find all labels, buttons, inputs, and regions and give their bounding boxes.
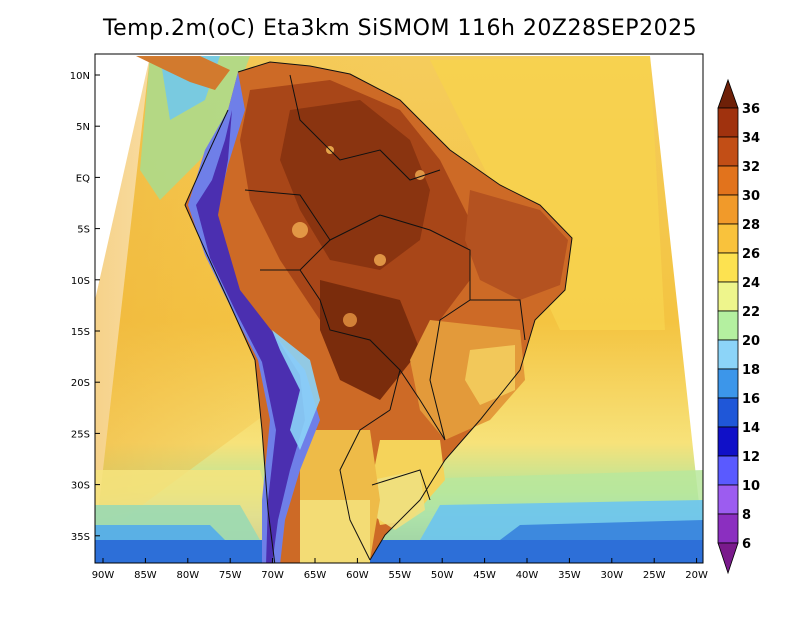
colorbar-min-triangle bbox=[717, 542, 739, 575]
colorbar-label: 36 bbox=[742, 102, 760, 117]
lon-label: 40W bbox=[516, 570, 539, 581]
lon-axis: 90W 85W 80W 75W 70W 65W 60W 55W 50W 45W 40W 35W 30W 2… bbox=[92, 558, 708, 581]
map-field bbox=[95, 56, 703, 563]
lon-label: 30W bbox=[600, 570, 623, 581]
lon-label: 85W bbox=[134, 570, 157, 581]
lat-label: 30S bbox=[71, 481, 90, 492]
map-frame bbox=[94, 53, 704, 564]
colorbar-label: 34 bbox=[742, 131, 760, 146]
colorbar-swatch bbox=[717, 484, 739, 515]
map-title: Temp.2m(oC) Eta3km SiSMOM 116h 20Z28SEP2… bbox=[102, 16, 698, 41]
colorbar-label: 18 bbox=[742, 363, 760, 378]
colorbar-label: 32 bbox=[742, 160, 760, 175]
south-america-landmass bbox=[136, 56, 572, 563]
colorbar-swatch bbox=[717, 165, 739, 196]
colorbar-label: 14 bbox=[742, 421, 760, 436]
lon-label: 50W bbox=[431, 570, 454, 581]
colorbar: 36 34 32 30 28 26 24 22 20 18 16 14 12 10 8 6 bbox=[717, 78, 760, 575]
lat-label: 35S bbox=[71, 532, 90, 543]
colorbar-swatch bbox=[717, 426, 739, 457]
colorbar-swatch bbox=[717, 455, 739, 486]
lat-label: 10S bbox=[71, 276, 90, 287]
lon-label: 80W bbox=[176, 570, 199, 581]
colorbar-swatch bbox=[717, 513, 739, 544]
lon-label: 45W bbox=[473, 570, 496, 581]
colorbar-label: 24 bbox=[742, 276, 760, 291]
colorbar-label: 16 bbox=[742, 392, 760, 407]
colorbar-label: 30 bbox=[742, 189, 760, 204]
lat-label: 10N bbox=[70, 71, 90, 82]
country-borders bbox=[184, 61, 573, 563]
lon-label: 65W bbox=[304, 570, 327, 581]
colorbar-swatch bbox=[717, 194, 739, 225]
lat-label: 25S bbox=[71, 429, 90, 440]
colorbar-label: 12 bbox=[742, 450, 760, 465]
lon-label: 75W bbox=[219, 570, 242, 581]
lat-label: 5S bbox=[77, 225, 90, 236]
colorbar-swatch bbox=[717, 136, 739, 167]
lon-label: 35W bbox=[558, 570, 581, 581]
colorbar-label: 6 bbox=[742, 537, 751, 552]
lon-label: 20W bbox=[685, 570, 708, 581]
colorbar-label: 28 bbox=[742, 218, 760, 233]
colorbar-swatch bbox=[717, 368, 739, 399]
lat-axis: 10N 5N EQ 5S 10S 15S 20S 25S 30S 35S bbox=[70, 71, 100, 543]
colorbar-swatch bbox=[717, 310, 739, 341]
lon-label: 60W bbox=[346, 570, 369, 581]
lon-label: 55W bbox=[388, 570, 411, 581]
colorbar-swatch bbox=[717, 223, 739, 254]
colorbar-label: 22 bbox=[742, 305, 760, 320]
lat-label: 20S bbox=[71, 378, 90, 389]
lat-label: EQ bbox=[76, 173, 90, 184]
colorbar-swatch bbox=[717, 281, 739, 312]
colorbar-label: 20 bbox=[742, 334, 760, 349]
colorbar-swatch bbox=[717, 252, 739, 283]
colorbar-label: 8 bbox=[742, 508, 751, 523]
lon-label: 90W bbox=[92, 570, 115, 581]
lat-label: 5N bbox=[76, 122, 90, 133]
lon-label: 70W bbox=[261, 570, 284, 581]
colorbar-swatch bbox=[717, 397, 739, 428]
colorbar-swatch bbox=[717, 339, 739, 370]
colorbar-label: 26 bbox=[742, 247, 760, 262]
lon-label: 25W bbox=[643, 570, 666, 581]
colorbar-max-triangle bbox=[717, 78, 739, 109]
lat-label: 15S bbox=[71, 327, 90, 338]
colorbar-swatch bbox=[717, 107, 739, 138]
colorbar-label: 10 bbox=[742, 479, 760, 494]
